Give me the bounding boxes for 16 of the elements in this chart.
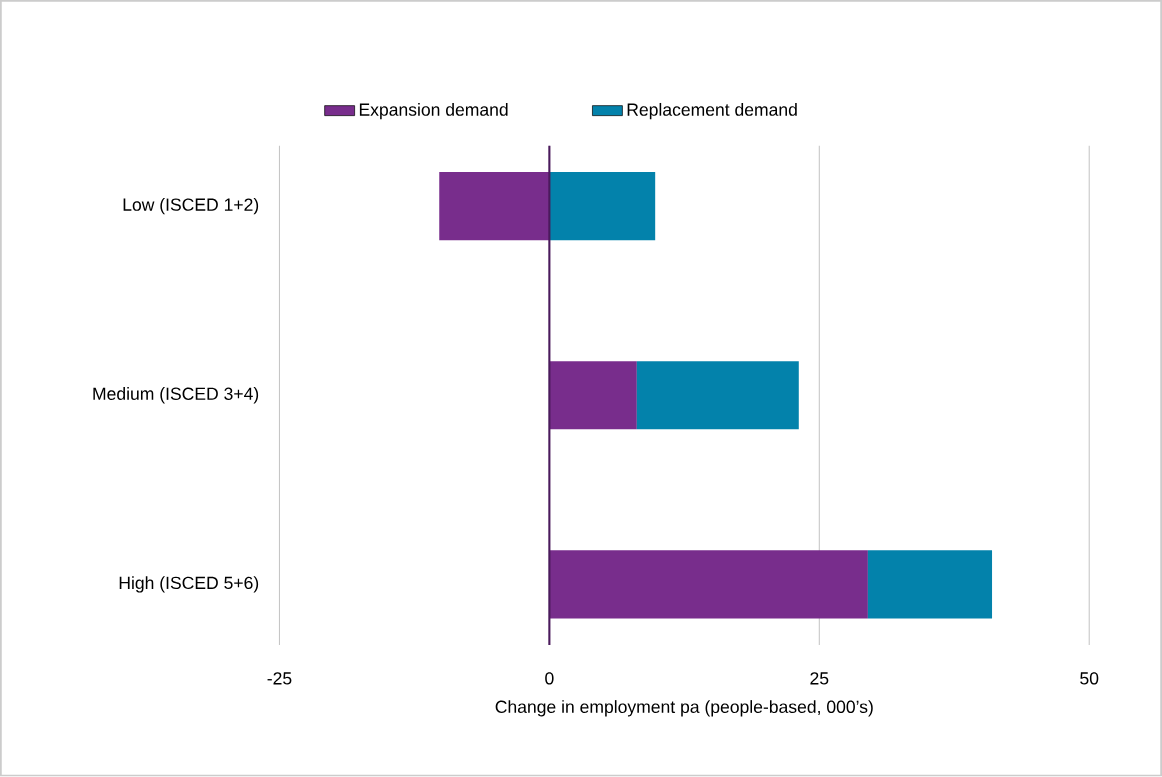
bar: [636, 361, 799, 430]
x-axis-title: Change in employment pa (people-based, 000’s): [495, 700, 873, 717]
y-tick-label: Low (ISCED 1+2): [123, 198, 259, 215]
legend-label: Expansion demand: [359, 103, 508, 120]
x-tick-label: 0: [545, 672, 554, 685]
legend-label: Replacement demand: [627, 103, 797, 120]
x-tick-label: 50: [1080, 672, 1099, 685]
x-tick-label: 25: [810, 672, 829, 685]
y-tick-label: Medium (ISCED 3+4): [93, 387, 259, 404]
bar: [549, 172, 656, 241]
x-tick-label: -25: [267, 672, 292, 685]
bar: [867, 550, 993, 619]
bar: [439, 172, 550, 241]
y-tick-label: High (ISCED 5+6): [119, 576, 259, 593]
bar: [549, 361, 637, 430]
bar: [549, 550, 868, 619]
